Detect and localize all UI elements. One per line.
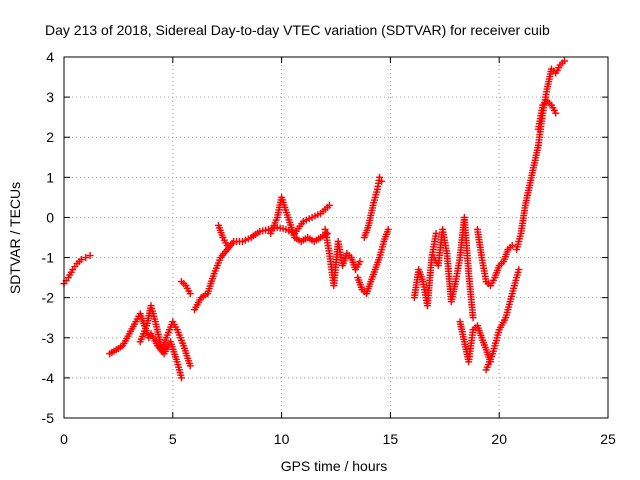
y-tick-label: 3 [46,89,54,105]
y-tick-label: -1 [42,250,55,266]
data-point-marker [376,173,384,181]
data-point-marker [178,374,186,382]
data-point-marker [378,177,386,185]
y-tick-label: -3 [42,330,55,346]
x-tick-label: 0 [60,431,68,447]
y-tick-label: 2 [46,129,54,145]
plot-frame [63,56,609,419]
y-tick-label: -5 [42,410,55,426]
data-point-marker [384,225,392,233]
data-point-marker [356,258,364,266]
y-tick-label: -4 [42,370,55,386]
data-point-marker [515,266,523,274]
data-point-marker [223,242,231,250]
x-tick-label: 20 [491,431,507,447]
y-tick-label: -2 [42,290,55,306]
axis-ticks: 0 5 10 15 20 25 -5 -4 -3 -2 -1 0 1 2 3 4 [42,49,616,447]
y-tick-label: 0 [46,209,54,225]
data-point-marker [86,252,94,260]
x-tick-label: 15 [383,431,399,447]
data-point-marker [432,229,440,237]
x-tick-label: 5 [169,431,177,447]
y-axis-label: SDTVAR / TECUs [7,182,23,294]
data-point-marker [552,109,560,117]
y-tick-label: 4 [46,49,54,65]
data-point-marker [508,242,516,250]
data-point-marker [186,290,194,298]
data-point-marker [82,254,90,262]
x-axis-label: GPS time / hours [281,458,388,474]
x-tick-label: 10 [274,431,290,447]
data-point-marker [145,334,153,342]
data-points [60,57,568,382]
data-point-marker [77,256,85,264]
x-tick-label: 25 [600,431,616,447]
chart-title: Day 213 of 2018, Sidereal Day-to-day VTE… [45,22,550,38]
data-point-marker [560,57,568,65]
data-point-marker [325,201,333,209]
y-tick-label: 1 [46,169,54,185]
data-point-marker [186,362,194,370]
data-point-marker [469,314,477,322]
